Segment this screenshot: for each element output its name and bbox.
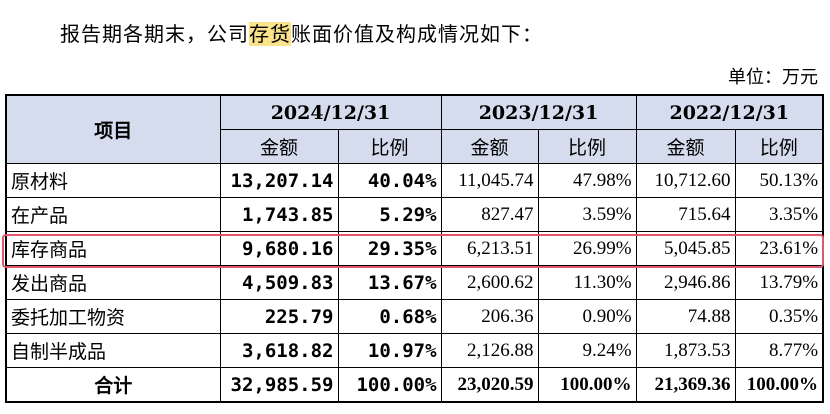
row-name: 原材料 [5,163,221,198]
ratio-2023: 9.24% [537,333,637,368]
amount-2022: 2,946.86 [635,265,736,300]
table-row: 自制半成品 3,618.82 10.97% 2,126.88 9.24% 1,8… [5,333,824,368]
total-label: 合计 [5,367,221,403]
total-ratio-2022: 100.00% [734,367,824,403]
ratio-2022: 23.61% [734,231,824,266]
amount-2024: 3,618.82 [219,333,339,368]
ratio-header: 比例 [337,129,442,164]
ratio-2024: 10.97% [337,333,442,368]
intro-sentence: 报告期各期末，公司存货账面价值及构成情况如下： [60,18,543,47]
ratio-2024: 29.35% [337,231,442,266]
ratio-2024: 13.67% [337,265,442,300]
row-name: 发出商品 [5,265,221,300]
period-2024-header: 2024/12/31 [219,94,442,130]
amount-2023: 2,126.88 [440,333,539,368]
row-name: 自制半成品 [5,333,221,368]
row-name: 委托加工物资 [5,299,221,334]
ratio-header: 比例 [537,129,637,164]
table-row: 在产品 1,743.85 5.29% 827.47 3.59% 715.64 3… [5,197,824,232]
ratio-2022: 13.79% [734,265,824,300]
row-name: 在产品 [5,197,221,232]
ratio-2022: 50.13% [734,163,824,198]
amount-2022: 5,045.85 [635,231,736,266]
amount-2024: 13,207.14 [219,163,339,198]
table-row: 委托加工物资 225.79 0.68% 206.36 0.90% 74.88 0… [5,299,824,334]
total-row: 合计 32,985.59 100.00% 23,020.59 100.00% 2… [5,367,824,403]
ratio-2022: 3.35% [734,197,824,232]
ratio-2024: 0.68% [337,299,442,334]
intro-highlight: 存货 [249,22,291,46]
ratio-2024: 5.29% [337,197,442,232]
ratio-2024: 40.04% [337,163,442,198]
ratio-2022: 0.35% [734,299,824,334]
intro-after: 账面价值及构成情况如下： [291,22,543,46]
amount-2022: 10,712.60 [635,163,736,198]
amount-2024: 1,743.85 [219,197,339,232]
total-ratio-2023: 100.00% [537,367,637,403]
table-row: 库存商品 9,680.16 29.35% 6,213.51 26.99% 5,0… [5,231,824,266]
amount-2022: 74.88 [635,299,736,334]
ratio-2023: 11.30% [537,265,637,300]
total-ratio-2024: 100.00% [337,367,442,403]
period-2022-header: 2022/12/31 [635,94,824,130]
ratio-2023: 47.98% [537,163,637,198]
row-name: 库存商品 [5,231,221,266]
amount-header: 金额 [635,129,736,164]
ratio-2022: 8.77% [734,333,824,368]
table-row: 原材料 13,207.14 40.04% 11,045.74 47.98% 10… [5,163,824,198]
amount-2023: 206.36 [440,299,539,334]
period-2023-header: 2023/12/31 [440,94,637,130]
amount-2023: 2,600.62 [440,265,539,300]
total-amount-2022: 21,369.36 [635,367,736,403]
amount-2024: 4,509.83 [219,265,339,300]
inventory-table: 项目 2024/12/31 2023/12/31 2022/12/31 金额 比… [5,94,825,403]
ratio-2023: 3.59% [537,197,637,232]
table-row: 发出商品 4,509.83 13.67% 2,600.62 11.30% 2,9… [5,265,824,300]
unit-label: 单位：万元 [728,67,818,88]
amount-2023: 11,045.74 [440,163,539,198]
ratio-2023: 26.99% [537,231,637,266]
amount-header: 金额 [219,129,339,164]
ratio-header: 比例 [734,129,824,164]
intro-before: 报告期各期末，公司 [60,22,249,46]
total-amount-2023: 23,020.59 [440,367,539,403]
amount-2023: 827.47 [440,197,539,232]
amount-2024: 9,680.16 [219,231,339,266]
amount-2022: 1,873.53 [635,333,736,368]
amount-2022: 715.64 [635,197,736,232]
amount-2023: 6,213.51 [440,231,539,266]
item-header: 项目 [5,94,221,164]
amount-2024: 225.79 [219,299,339,334]
amount-header: 金额 [440,129,539,164]
ratio-2023: 0.90% [537,299,637,334]
total-amount-2024: 32,985.59 [219,367,339,403]
